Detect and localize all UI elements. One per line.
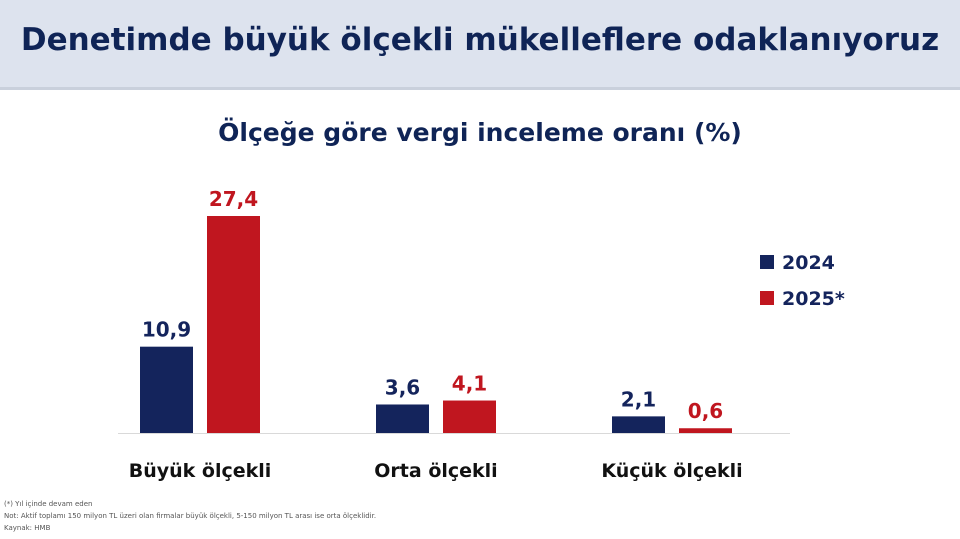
footnote: Not: Aktif toplamı 150 milyon TL üzeri o…: [4, 512, 377, 520]
header-banner: Denetimde büyük ölçekli mükelleflere oda…: [0, 0, 960, 90]
footnote: (*) Yıl içinde devam eden: [4, 500, 93, 508]
legend-swatch: [760, 255, 774, 269]
category-label: Orta ölçekli: [374, 460, 497, 482]
legend-swatch: [760, 291, 774, 305]
data-label: 0,6: [688, 399, 723, 423]
bar: [443, 400, 496, 433]
data-label: 27,4: [209, 187, 258, 211]
bar: [376, 404, 429, 433]
category-label: Büyük ölçekli: [129, 460, 272, 482]
footnote: Kaynak: HMB: [4, 524, 51, 532]
bar: [679, 428, 732, 433]
bar: [207, 216, 260, 433]
data-label: 2,1: [621, 387, 656, 411]
category-label: Küçük ölçekli: [601, 460, 742, 482]
legend-label: 2024: [782, 252, 835, 274]
page-title: Denetimde büyük ölçekli mükelleflere oda…: [20, 22, 940, 58]
bar: [140, 346, 193, 433]
bar: [612, 416, 665, 433]
legend-label: 2025*: [782, 288, 845, 310]
data-label: 3,6: [385, 375, 420, 399]
data-label: 10,9: [142, 318, 191, 342]
data-label: 4,1: [452, 372, 487, 396]
chart-title: Ölçeğe göre vergi inceleme oranı (%): [218, 118, 742, 147]
